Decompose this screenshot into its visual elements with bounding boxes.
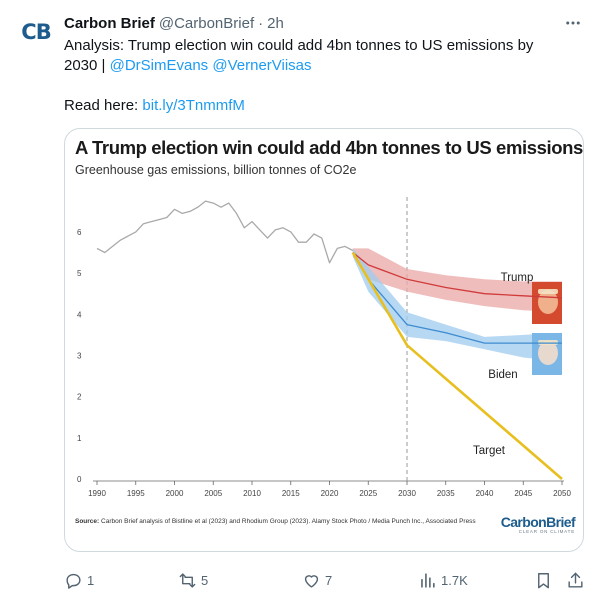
carbon-brief-logo: CarbonBrief CLEAR ON CLIMATE — [495, 514, 576, 534]
share-button[interactable] — [566, 568, 589, 592]
speech-bubble-icon — [66, 573, 81, 589]
tweet-text: Analysis: Trump election win could add 4… — [64, 36, 584, 116]
heart-icon — [304, 574, 319, 588]
view-count: 1.7K — [441, 572, 468, 588]
source-label: Source: — [75, 518, 100, 525]
like-count: 7 — [325, 572, 333, 588]
y-tick-label: 1 — [77, 434, 82, 443]
x-tick-label: 2040 — [476, 489, 494, 498]
brand-tagline: CLEAR ON CLIMATE — [518, 529, 575, 534]
x-tick-label: 2000 — [166, 489, 184, 498]
repost-arrows-icon — [179, 572, 196, 588]
reply-count: 1 — [87, 572, 95, 588]
trump-photo-face — [538, 290, 558, 314]
mention-vernerviisas[interactable]: @VernerViisas — [212, 57, 312, 74]
bookmark-button[interactable] — [534, 568, 557, 592]
x-tick-label: 2050 — [553, 489, 571, 498]
mention-drsimevans[interactable]: @DrSimEvans — [109, 57, 209, 74]
tweet-text-fragment: 2030 | — [64, 57, 110, 74]
y-tick-label: 6 — [77, 228, 82, 237]
timestamp[interactable]: 2h — [267, 14, 284, 32]
chart-title: A Trump election win could add 4bn tonne… — [75, 137, 583, 158]
x-tick-label: 2035 — [437, 489, 455, 498]
separator-dot: · — [258, 14, 264, 32]
x-tick-label: 1990 — [88, 489, 106, 498]
x-tick-label: 2010 — [243, 489, 261, 498]
bookmark-icon — [538, 572, 549, 588]
tweet-text-line: Analysis: Trump election win could add 4… — [64, 37, 534, 54]
tweet-text-line: Read here: bit.ly/3TnmmfM — [64, 96, 584, 116]
author-name[interactable]: Carbon Brief — [64, 14, 155, 32]
y-tick-label: 3 — [77, 351, 82, 360]
like-button[interactable]: 7 — [302, 568, 332, 592]
emissions-chart: 0 1 2 3 4 5 6 1990 1995 2000 2005 2010 2015 2020 2025 2… — [77, 197, 571, 498]
series-line-historical — [96, 200, 354, 264]
uncertainty-band-biden — [352, 248, 562, 362]
media-card[interactable]: A Trump election win could add 4bn tonne… — [64, 128, 584, 552]
article-link[interactable]: bit.ly/3TnmmfM — [142, 97, 245, 114]
y-tick-label: 4 — [77, 310, 82, 319]
author-handle[interactable]: @CarbonBrief — [158, 14, 255, 32]
x-tick-label: 2030 — [398, 489, 416, 498]
repost-count: 5 — [201, 572, 209, 588]
x-tick-label: 2020 — [321, 489, 339, 498]
more-dots-icon — [566, 21, 580, 25]
more-button[interactable] — [562, 12, 584, 34]
read-here-label: Read here: — [64, 97, 143, 114]
y-tick-label: 0 — [77, 475, 82, 484]
uncertainty-band-trump — [352, 248, 562, 313]
biden-photo-face — [538, 341, 558, 365]
avatar[interactable]: CB — [16, 12, 56, 52]
x-tick-label: 2005 — [204, 489, 222, 498]
series-label-biden: Biden — [488, 369, 517, 381]
action-bar: 1 5 7 1.7K — [64, 568, 588, 592]
series-line-trump — [352, 251, 563, 299]
series-label-trump: Trump — [501, 272, 534, 284]
x-tick-label: 2025 — [359, 489, 377, 498]
chart-subtitle: Greenhouse gas emissions, billion tonnes… — [75, 163, 357, 177]
series-label-target: Target — [473, 445, 506, 457]
reply-button[interactable]: 1 — [64, 568, 94, 592]
tweet-header: Carbon Brief @CarbonBrief · 2h — [64, 12, 584, 34]
trump-photo-hair — [538, 289, 558, 294]
repost-button[interactable]: 5 — [178, 568, 208, 592]
y-tick-label: 5 — [77, 269, 82, 278]
share-upload-icon — [568, 572, 583, 588]
brand-name: CarbonBrief — [500, 514, 576, 530]
source-note: Source: Carbon Brief analysis of Bistlin… — [75, 517, 495, 527]
series-line-target — [351, 251, 563, 480]
views-button[interactable]: 1.7K — [418, 568, 468, 592]
y-tick-label: 2 — [77, 393, 82, 402]
source-text: Carbon Brief analysis of Bistline et al … — [101, 518, 476, 525]
tweet-text-line: 2030 | @DrSimEvans @VernerViisas — [64, 56, 584, 76]
x-tick-label: 1995 — [127, 489, 145, 498]
x-tick-label: 2045 — [514, 489, 532, 498]
bar-chart-icon — [421, 572, 435, 588]
x-tick-label: 2015 — [282, 489, 300, 498]
